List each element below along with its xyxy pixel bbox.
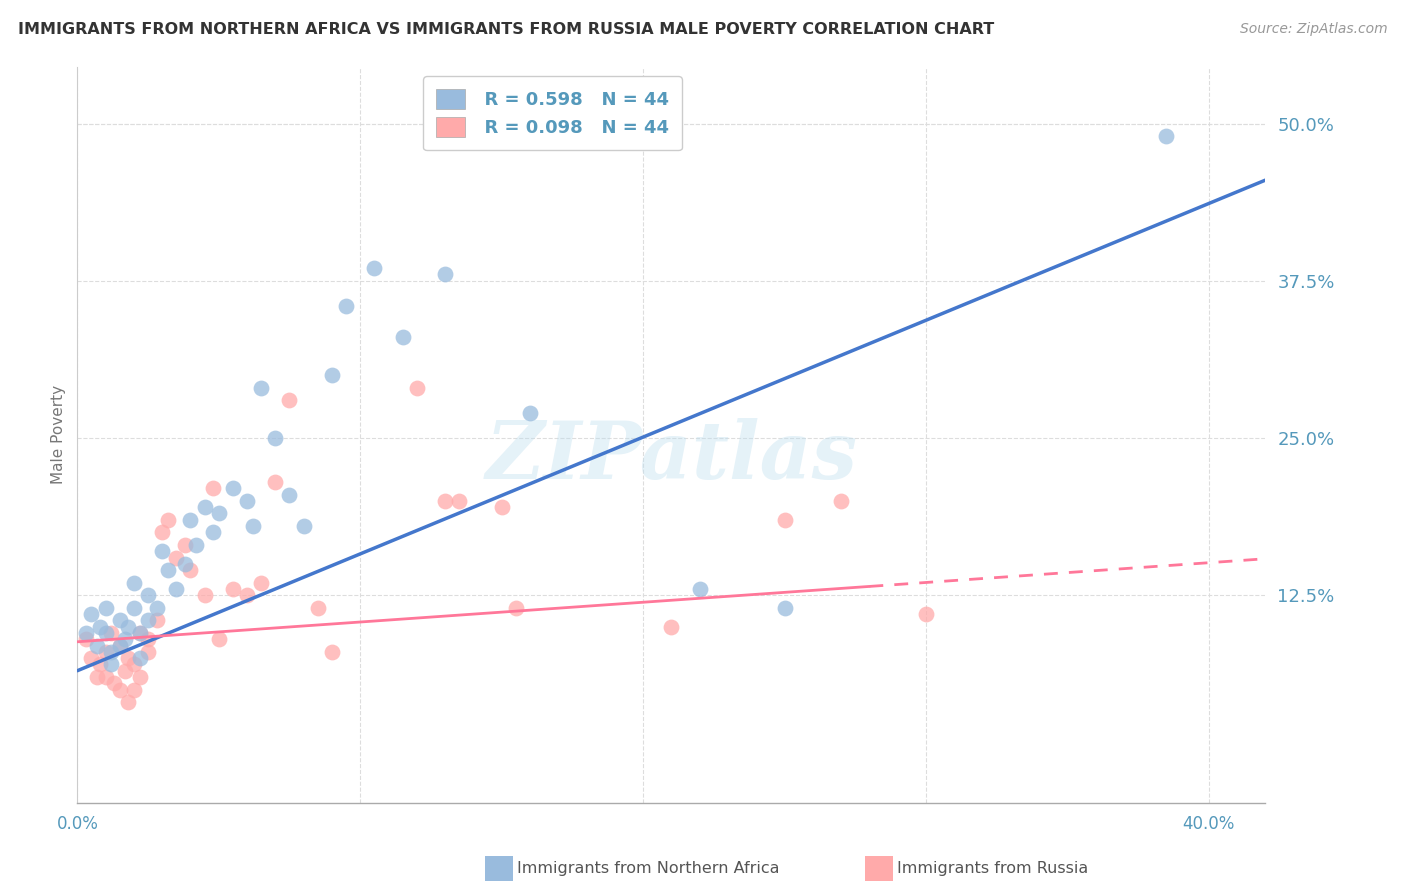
Point: [108, 614, 131, 628]
Point: [773, 513, 796, 527]
Point: [208, 632, 231, 647]
Point: [405, 381, 427, 395]
Point: [94, 645, 117, 659]
Point: [156, 513, 179, 527]
Point: [128, 626, 150, 640]
Point: [292, 519, 315, 533]
Point: [114, 632, 136, 647]
Point: [89, 657, 111, 672]
Point: [222, 582, 245, 596]
Point: [100, 657, 122, 672]
Point: [122, 575, 145, 590]
Point: [122, 682, 145, 697]
Point: [505, 600, 527, 615]
Point: [94, 670, 117, 684]
Point: [75, 626, 97, 640]
Point: [80, 651, 103, 665]
Point: [264, 475, 287, 489]
Point: [117, 695, 139, 709]
Point: [136, 645, 159, 659]
Point: [236, 494, 259, 508]
Text: Immigrants from Russia: Immigrants from Russia: [897, 862, 1088, 876]
Point: [86, 670, 108, 684]
Point: [173, 538, 195, 552]
Point: [179, 513, 201, 527]
Point: [202, 481, 225, 495]
Point: [1156, 129, 1178, 144]
Point: [519, 406, 541, 420]
Text: Source: ZipAtlas.com: Source: ZipAtlas.com: [1240, 22, 1388, 37]
Point: [94, 600, 117, 615]
Point: [108, 682, 131, 697]
Point: [264, 431, 287, 445]
Point: [108, 639, 131, 653]
Point: [145, 600, 167, 615]
Point: [145, 614, 167, 628]
Point: [128, 670, 150, 684]
Point: [250, 381, 273, 395]
Point: [89, 620, 111, 634]
Point: [117, 651, 139, 665]
Point: [186, 538, 208, 552]
Point: [335, 299, 357, 313]
Point: [179, 563, 201, 577]
Point: [128, 626, 150, 640]
Point: [114, 664, 136, 678]
Point: [136, 614, 159, 628]
Point: [117, 620, 139, 634]
Point: [830, 494, 852, 508]
Point: [122, 600, 145, 615]
Point: [434, 494, 457, 508]
Point: [661, 620, 683, 634]
Point: [449, 494, 471, 508]
Point: [156, 563, 179, 577]
Point: [165, 582, 187, 596]
Point: [75, 632, 97, 647]
Point: [80, 607, 103, 621]
Point: [150, 525, 173, 540]
Text: Immigrants from Northern Africa: Immigrants from Northern Africa: [517, 862, 780, 876]
Point: [100, 626, 122, 640]
Point: [165, 550, 187, 565]
Text: ZIPatlas: ZIPatlas: [485, 418, 858, 496]
Y-axis label: Male Poverty: Male Poverty: [51, 385, 66, 484]
Point: [202, 525, 225, 540]
Point: [915, 607, 938, 621]
Point: [321, 645, 343, 659]
Point: [391, 330, 413, 344]
Point: [136, 632, 159, 647]
Point: [103, 676, 125, 690]
Point: [194, 588, 217, 602]
Point: [150, 544, 173, 558]
Point: [173, 557, 195, 571]
Point: [128, 651, 150, 665]
Point: [86, 639, 108, 653]
Point: [242, 519, 264, 533]
Point: [194, 500, 217, 515]
Legend:   R = 0.598   N = 44,   R = 0.098   N = 44: R = 0.598 N = 44, R = 0.098 N = 44: [423, 76, 682, 150]
Point: [278, 487, 301, 501]
Point: [222, 481, 245, 495]
Point: [236, 588, 259, 602]
Point: [689, 582, 711, 596]
Point: [363, 261, 385, 276]
Point: [94, 626, 117, 640]
Point: [122, 657, 145, 672]
Point: [773, 600, 796, 615]
Point: [307, 600, 329, 615]
Point: [100, 645, 122, 659]
Point: [434, 268, 457, 282]
Point: [136, 588, 159, 602]
Text: IMMIGRANTS FROM NORTHERN AFRICA VS IMMIGRANTS FROM RUSSIA MALE POVERTY CORRELATI: IMMIGRANTS FROM NORTHERN AFRICA VS IMMIG…: [18, 22, 994, 37]
Point: [491, 500, 513, 515]
Point: [321, 368, 343, 383]
Point: [278, 393, 301, 408]
Point: [250, 575, 273, 590]
Point: [208, 507, 231, 521]
Point: [108, 639, 131, 653]
